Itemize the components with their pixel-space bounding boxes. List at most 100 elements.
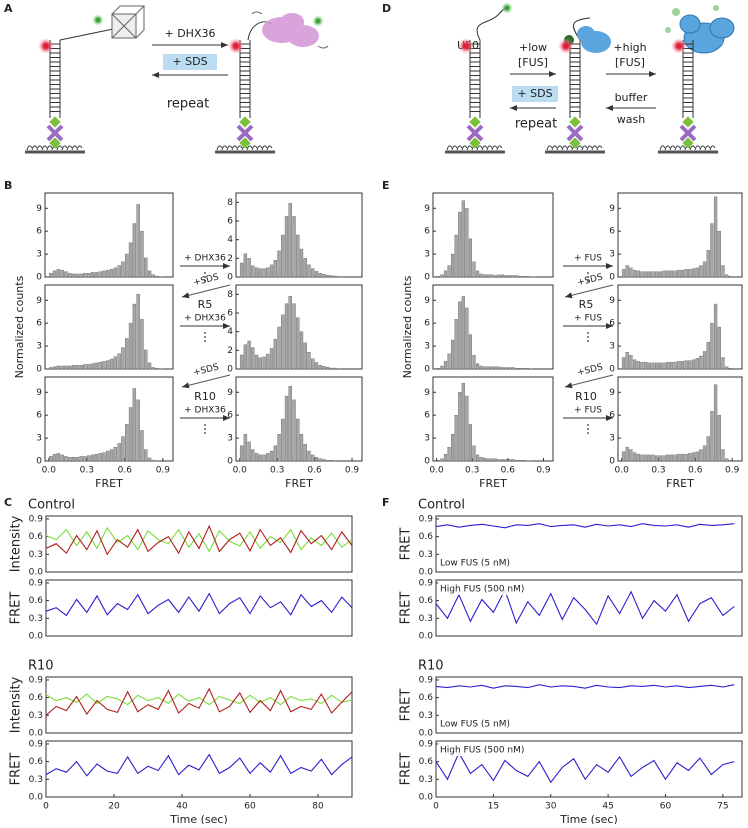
bar xyxy=(659,456,662,461)
bar xyxy=(476,455,479,461)
bar xyxy=(248,442,251,461)
y-axis-label: FRET xyxy=(399,689,414,722)
bar xyxy=(685,454,688,461)
y-tick-label: 0 xyxy=(609,365,615,375)
bar xyxy=(633,360,636,369)
bar xyxy=(266,354,269,369)
x-axis-label: Time (sec) xyxy=(169,813,228,824)
red-dye xyxy=(458,38,474,54)
bar xyxy=(692,269,695,277)
bar xyxy=(140,319,143,369)
y-tick-label: 6 xyxy=(36,319,42,329)
y-tick-label: 0.0 xyxy=(419,568,434,578)
bar xyxy=(688,453,691,461)
y-tick-label: 3 xyxy=(609,434,615,444)
bar xyxy=(451,254,454,277)
bar xyxy=(448,266,451,277)
bar xyxy=(487,275,490,277)
bar xyxy=(725,367,728,369)
y-tick-label: 3 xyxy=(424,250,430,260)
ellipsis-dot xyxy=(204,272,206,274)
bar xyxy=(648,363,651,369)
bar xyxy=(670,455,673,461)
bar xyxy=(304,258,307,277)
bar xyxy=(91,455,94,461)
bar xyxy=(455,415,458,461)
peg xyxy=(452,146,457,150)
peg xyxy=(700,146,705,150)
bar xyxy=(652,272,655,277)
dhx36-protein-part xyxy=(280,13,304,31)
bar xyxy=(523,460,526,461)
bar xyxy=(293,216,296,277)
peg xyxy=(487,146,492,150)
peg xyxy=(42,146,47,150)
bar xyxy=(652,363,655,369)
peg xyxy=(577,146,582,150)
bar xyxy=(330,460,333,461)
y-tick-label: 0.9 xyxy=(419,514,434,524)
y-axis-label: Normalized counts xyxy=(401,275,414,378)
panel-label: C xyxy=(4,496,12,509)
bar xyxy=(296,235,299,277)
bar xyxy=(121,348,124,369)
bar xyxy=(490,275,493,277)
bar xyxy=(322,459,325,461)
annotation: High FUS (500 nM) xyxy=(440,746,524,756)
bar xyxy=(102,271,105,277)
transition-label: + FUS xyxy=(574,406,602,416)
bar xyxy=(80,456,83,461)
bar xyxy=(487,459,490,461)
ellipsis-dot xyxy=(587,340,589,342)
peg xyxy=(567,146,572,150)
bar xyxy=(274,339,277,369)
transition-label: R5 xyxy=(198,298,213,311)
bar xyxy=(259,269,262,277)
bar xyxy=(248,341,251,369)
peg xyxy=(547,146,552,150)
bar xyxy=(76,274,79,277)
bar xyxy=(263,357,266,369)
y-tick-label: 9 xyxy=(424,388,430,398)
ellipsis-dot xyxy=(587,272,589,274)
bar xyxy=(125,338,128,369)
bar xyxy=(685,269,688,277)
x-tick-label: 0.3 xyxy=(80,466,94,476)
bar xyxy=(125,254,128,277)
bar xyxy=(652,455,655,461)
bar xyxy=(315,457,318,461)
bar xyxy=(129,243,132,277)
ellipsis-dot xyxy=(204,340,206,342)
peg xyxy=(477,146,482,150)
bar xyxy=(469,424,472,461)
bar xyxy=(710,411,713,461)
bar xyxy=(490,459,493,461)
bar xyxy=(140,430,143,461)
y-tick-label: 6 xyxy=(424,319,430,329)
plot-area xyxy=(45,377,173,461)
bar xyxy=(68,366,71,369)
bar xyxy=(133,224,136,277)
y-tick-label: 3 xyxy=(36,250,42,260)
bar xyxy=(278,327,281,369)
bar xyxy=(688,269,691,277)
bar xyxy=(498,367,501,369)
x-tick-label: 0.9 xyxy=(345,466,360,476)
peg xyxy=(557,146,562,150)
bar xyxy=(508,275,511,277)
bar xyxy=(270,265,273,277)
red-dye xyxy=(38,38,54,54)
x-tick-label: 60 xyxy=(244,802,256,812)
y-tick-label: 0.6 xyxy=(419,757,434,767)
peg xyxy=(27,146,32,150)
bar xyxy=(458,302,461,369)
ellipsis-dot xyxy=(587,424,589,426)
bar xyxy=(106,270,109,277)
bar xyxy=(681,361,684,369)
peg xyxy=(582,146,587,150)
